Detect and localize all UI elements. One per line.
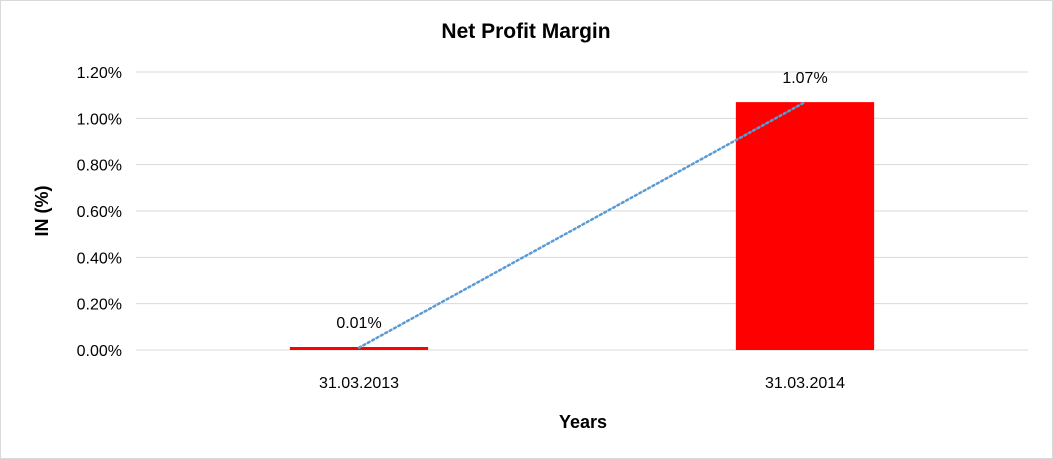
y-tick-label: 0.40% (77, 250, 122, 267)
x-tick-label: 31.03.2013 (319, 375, 399, 392)
y-tick-label: 1.00% (77, 111, 122, 128)
x-tick-label: 31.03.2014 (765, 375, 845, 392)
y-tick-label: 0.20% (77, 297, 122, 314)
data-labels: 0.01% 1.07% (336, 70, 827, 332)
chart-title: Net Profit Margin (441, 20, 610, 43)
x-axis-ticks: 31.03.2013 31.03.2014 (319, 375, 845, 392)
y-axis-ticks: 0.00% 0.20% 0.40% 0.60% 0.80% 1.00% 1.20% (77, 65, 122, 360)
trendline-group (357, 100, 807, 349)
bars (289, 102, 875, 350)
y-tick-label: 1.20% (77, 65, 122, 82)
x-axis-title: Years (559, 412, 607, 432)
data-label-2: 1.07% (782, 70, 827, 87)
y-tick-label: 0.60% (77, 204, 122, 221)
y-tick-label: 0.00% (77, 343, 122, 360)
y-axis-title: IN (%) (32, 186, 52, 237)
gridlines (136, 71, 1028, 351)
y-tick-label: 0.80% (77, 158, 122, 175)
bar-2 (735, 102, 875, 350)
trendline (357, 100, 807, 349)
data-label-1: 0.01% (336, 315, 381, 332)
